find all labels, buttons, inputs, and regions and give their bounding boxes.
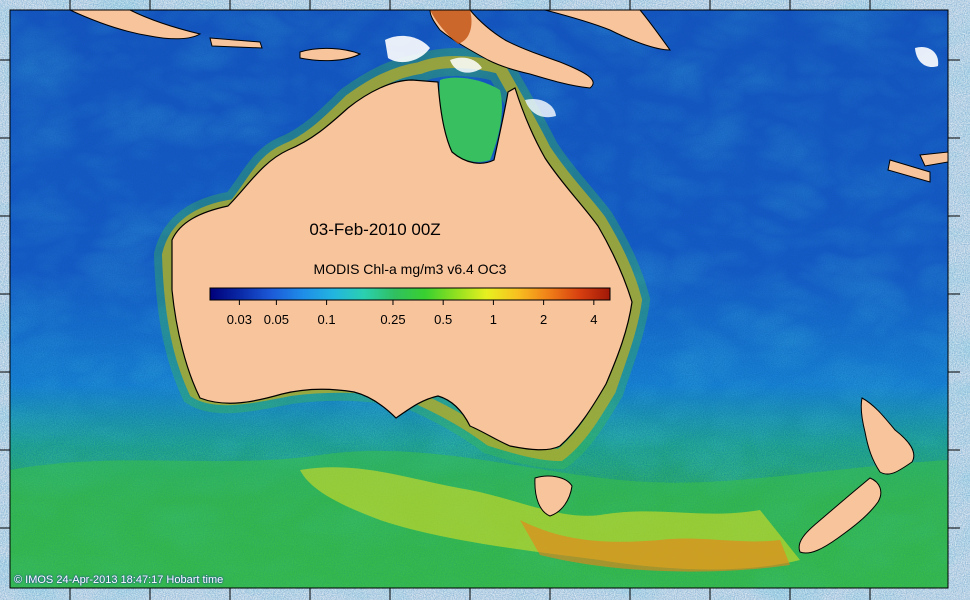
gulf-of-carpentaria <box>439 77 502 162</box>
credit-text: © IMOS 24-Apr-2013 18:47:17 Hobart time <box>14 574 224 586</box>
new-caledonia-land <box>887 159 931 183</box>
colorbar-tick-label: 0.03 <box>226 312 253 327</box>
colorbar-tick-label: 0.5 <box>434 312 453 327</box>
colorbar-tick-label: 1 <box>489 312 498 327</box>
southern-ocean-bloom-high <box>520 520 790 572</box>
cloud-patch <box>450 57 482 73</box>
colorbar-tick-label: 4 <box>590 312 598 327</box>
cloud-patch <box>385 35 430 63</box>
australia-land <box>171 79 633 451</box>
colorbar-ticks <box>238 300 595 305</box>
map-border <box>9 9 949 589</box>
colorbar-tick-label: 2 <box>539 312 548 327</box>
lesser-sunda-islands <box>209 37 263 49</box>
timor-land <box>299 47 362 62</box>
colorbar-tick-label: 0.05 <box>263 312 290 327</box>
colorbar-title: MODIS Chl-a mg/m3 v6.4 OC3 <box>313 261 507 277</box>
colorbar <box>209 287 611 301</box>
northern-islands-land <box>544 9 671 51</box>
new-guinea-river-plume <box>430 10 472 44</box>
colorbar-tick-label: 0.25 <box>380 312 406 327</box>
tasmania-land <box>534 475 573 517</box>
java-land <box>69 9 202 40</box>
new-zealand-north-island <box>860 397 915 475</box>
cloud-patch <box>915 46 939 68</box>
new-zealand-south-island <box>798 477 882 554</box>
date-label: 03-Feb-2010 00Z <box>309 220 441 239</box>
cloud-patch <box>525 98 556 118</box>
new-guinea-land <box>429 9 594 89</box>
colorbar-tick-label: 0.1 <box>317 312 336 327</box>
